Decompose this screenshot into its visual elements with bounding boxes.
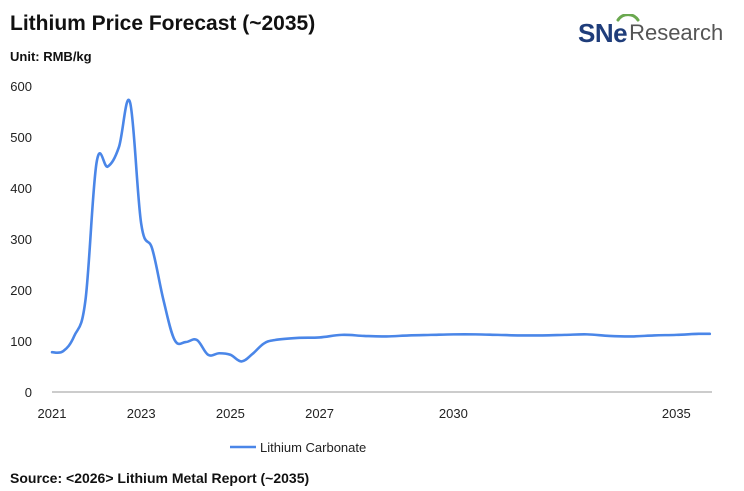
logo-text: Research — [629, 20, 724, 45]
logo-mark-text: SNe — [578, 17, 628, 48]
sne-research-logo: SNe Research — [578, 13, 724, 50]
x-tick-label: 2025 — [216, 406, 245, 421]
x-axis: 2021 2023 2025 2027 2030 2035 — [38, 391, 712, 421]
y-tick-label: 200 — [10, 283, 32, 298]
y-tick-label: 0 — [25, 385, 32, 400]
x-tick-label: 2027 — [305, 406, 334, 421]
y-tick-label: 100 — [10, 334, 32, 349]
x-tick-label: 2035 — [662, 406, 691, 421]
y-tick-label: 500 — [10, 130, 32, 145]
y-tick-label: 600 — [10, 79, 32, 94]
logo-arc-icon — [616, 13, 640, 21]
logo-mark: SNe — [578, 13, 640, 49]
x-tick-label: 2021 — [38, 406, 67, 421]
y-tick-label: 400 — [10, 181, 32, 196]
legend: Lithium Carbonate — [230, 440, 366, 455]
series-line-lithium-carbonate — [50, 98, 712, 363]
chart-title: Lithium Price Forecast (~2035) — [10, 12, 316, 35]
series-group — [50, 98, 712, 363]
legend-label: Lithium Carbonate — [260, 440, 366, 455]
y-axis: 0 100 200 300 400 500 600 — [10, 79, 32, 400]
x-tick-label: 2030 — [439, 406, 468, 421]
y-tick-label: 300 — [10, 232, 32, 247]
unit-label: Unit: RMB/kg — [10, 49, 92, 64]
x-tick-label: 2023 — [127, 406, 156, 421]
source-note: Source: <2026> Lithium Metal Report (~20… — [10, 470, 310, 486]
